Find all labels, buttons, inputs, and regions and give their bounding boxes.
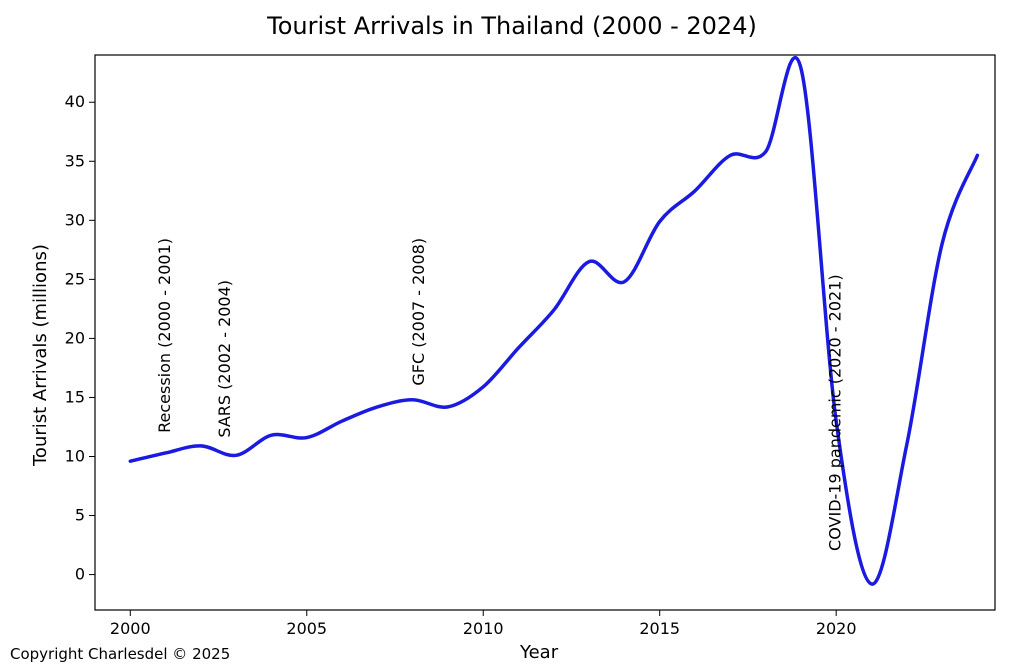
y-tick-label: 25 — [65, 269, 85, 288]
x-tick-label: 2000 — [110, 619, 151, 638]
annotation-label: COVID-19 pandemic (2020 - 2021) — [826, 274, 845, 551]
copyright-footer: Copyright Charlesdel © 2025 — [10, 645, 230, 663]
y-tick-label: 0 — [75, 565, 85, 584]
data-line — [130, 58, 977, 585]
y-tick-label: 15 — [65, 387, 85, 406]
x-tick-label: 2010 — [463, 619, 504, 638]
annotation-label: SARS (2002 - 2004) — [215, 280, 234, 438]
y-tick-label: 10 — [65, 446, 85, 465]
x-tick-label: 2020 — [816, 619, 857, 638]
y-tick-label: 30 — [65, 210, 85, 229]
x-axis-label: Year — [520, 642, 558, 663]
x-tick-label: 2015 — [639, 619, 680, 638]
y-tick-label: 20 — [65, 328, 85, 347]
y-tick-label: 35 — [65, 151, 85, 170]
x-tick-label: 2005 — [286, 619, 327, 638]
y-axis-label: Tourist Arrivals (millions) — [30, 244, 51, 466]
chart-svg: 2000 2005 2010 2015 2020 0 5 10 15 20 25 30 35 40 Rece… — [0, 0, 1024, 669]
annotation-label: GFC (2007 - 2008) — [409, 238, 428, 386]
y-tick-label: 5 — [75, 506, 85, 525]
annotation-label: Recession (2000 - 2001) — [155, 238, 174, 433]
y-tick-label: 40 — [65, 92, 85, 111]
